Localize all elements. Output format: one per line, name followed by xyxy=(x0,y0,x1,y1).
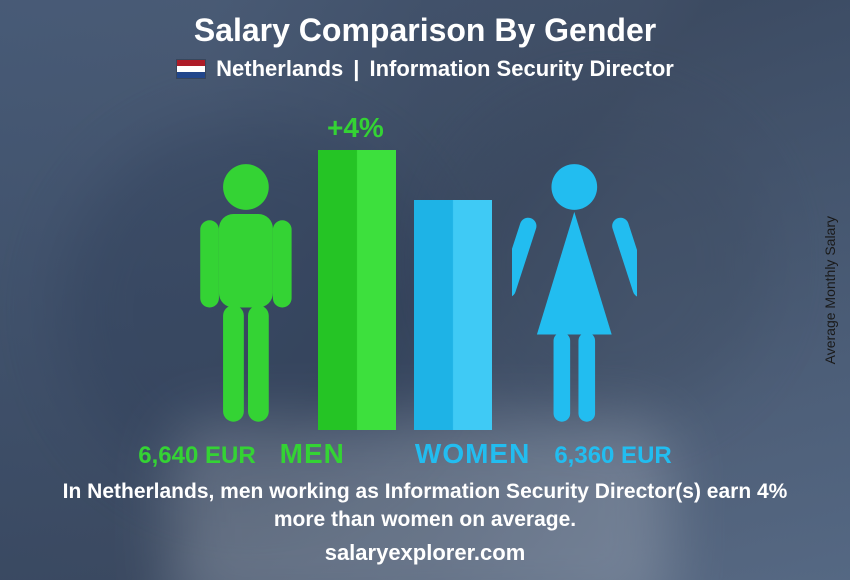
men-salary-value: 6,640 EUR xyxy=(138,442,255,470)
chart-area: +4% xyxy=(0,100,810,430)
subtitle: Netherlands | Information Security Direc… xyxy=(0,56,850,82)
women-label: WOMEN xyxy=(415,438,530,470)
job-title-label: Information Security Director xyxy=(369,56,673,82)
male-icon xyxy=(194,160,298,430)
y-axis-label: Average Monthly Salary xyxy=(820,0,840,580)
footer-source: salaryexplorer.com xyxy=(0,540,850,566)
female-icon xyxy=(512,160,637,430)
caption-text: In Netherlands, men working as Informati… xyxy=(60,478,790,535)
flag-stripe-blue xyxy=(177,72,205,78)
women-bar xyxy=(414,200,492,430)
women-salary-value: 6,360 EUR xyxy=(554,442,671,470)
infographic-stage: Salary Comparison By Gender Netherlands … xyxy=(0,0,850,580)
country-label: Netherlands xyxy=(216,56,343,82)
page-title: Salary Comparison By Gender xyxy=(0,12,850,49)
y-axis-label-text: Average Monthly Salary xyxy=(822,216,838,364)
netherlands-flag-icon xyxy=(176,59,206,79)
labels-row: 6,640 EUR MEN WOMEN 6,360 EUR xyxy=(0,438,810,470)
men-bar xyxy=(318,150,396,430)
men-label: MEN xyxy=(280,438,345,470)
separator: | xyxy=(353,56,359,82)
delta-label: +4% xyxy=(327,112,384,144)
